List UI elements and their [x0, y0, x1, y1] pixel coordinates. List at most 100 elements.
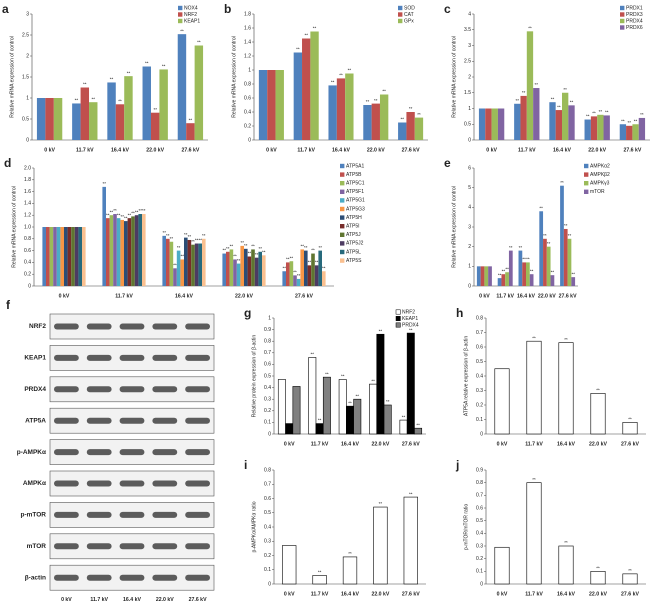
bar — [277, 379, 286, 435]
significance-label: ** — [197, 40, 201, 45]
significance-label: ** — [110, 209, 114, 214]
bar — [497, 278, 502, 286]
bar — [282, 271, 286, 286]
significance-label: ** — [102, 181, 106, 186]
significance-label: ** — [628, 568, 632, 573]
bar — [116, 218, 121, 286]
y-tick-label: 1 — [268, 315, 271, 321]
x-tick-label: 11.7 kV — [496, 293, 514, 299]
legend-label: mTOR — [590, 189, 605, 195]
bar — [80, 87, 90, 140]
y-tick-label: 2 — [468, 74, 471, 80]
bar — [584, 119, 591, 140]
bar — [106, 218, 110, 286]
bar — [229, 249, 234, 286]
significance-label: ** — [366, 99, 370, 104]
blot-band — [119, 323, 145, 330]
bar — [312, 575, 327, 585]
y-tick-label: 3 — [468, 224, 471, 230]
y-tick-label: 1.6 — [24, 189, 31, 195]
significance-label: ** — [571, 271, 575, 276]
bar — [186, 123, 195, 140]
legend-label: ATP5S — [346, 258, 362, 264]
significance-label: ** — [519, 245, 523, 250]
significance-label: ** — [371, 378, 375, 383]
x-tick-label: 16.4 kV — [332, 147, 350, 153]
bar — [302, 38, 311, 140]
x-tick-label: 16.4 kV — [341, 591, 359, 597]
x-tick-label: 22.0 kV — [371, 591, 389, 597]
x-tick-label: 11.7 kV — [311, 591, 329, 597]
significance-label: ** — [379, 328, 383, 333]
bar — [603, 115, 610, 140]
y-tick-label: 1.8 — [24, 177, 31, 183]
y-tick-label: 1.2 — [244, 53, 251, 59]
significance-label: ** — [145, 61, 149, 66]
y-tick-label: 1.2 — [24, 213, 31, 219]
bar — [626, 125, 633, 140]
bar — [258, 70, 268, 140]
bar — [638, 117, 646, 140]
legend-swatch — [340, 232, 345, 237]
bar — [300, 249, 304, 286]
bar — [353, 398, 362, 435]
bar — [550, 275, 555, 286]
blot-band — [54, 323, 79, 330]
y-tick-label: 1 — [26, 95, 29, 101]
blot-band — [185, 417, 210, 424]
legend-label: CAT — [404, 12, 414, 18]
significance-label: ** — [374, 98, 378, 103]
bar — [304, 250, 308, 286]
y-tick-label: 1.4 — [24, 201, 31, 207]
bar — [293, 52, 303, 140]
significance-label: ** — [505, 266, 509, 271]
y-tick-label: 0.5 — [476, 359, 483, 365]
bar — [318, 250, 322, 286]
blot-row-label: PRDX4 — [24, 386, 46, 393]
bar — [127, 218, 132, 286]
significance-label: ** — [586, 114, 590, 119]
legend-swatch — [178, 5, 183, 11]
significance-label: ** — [318, 245, 322, 250]
significance-label: ** — [230, 244, 234, 249]
significance-label: ** — [237, 258, 241, 263]
blot-band — [86, 449, 112, 456]
bar — [113, 214, 117, 286]
y-tick-label: 0.2 — [476, 402, 483, 408]
x-tick-label: 27.6 kV — [295, 293, 313, 299]
bar — [46, 227, 50, 286]
blot-band — [119, 417, 145, 424]
significance-label: ** — [173, 262, 177, 267]
blot-band — [86, 386, 112, 393]
x-tick-label: 11.7 kV — [525, 441, 543, 447]
bar — [120, 219, 124, 286]
legend-label: PRDX1 — [626, 5, 643, 11]
blot-band — [86, 574, 112, 581]
bar — [501, 274, 506, 286]
blot-band — [152, 543, 178, 550]
y-axis-label: ATP5A relative expression of β-actin — [463, 336, 469, 417]
bar — [590, 116, 598, 140]
bar — [369, 383, 378, 435]
panel-label: i — [244, 458, 247, 472]
y-tick-label: 0.8 — [24, 236, 31, 242]
blot-band — [152, 449, 178, 456]
y-tick-label: 0.6 — [264, 496, 271, 502]
x-tick-label: 27.6 kV — [621, 591, 639, 597]
x-tick-label: 27.6 kV — [559, 293, 577, 299]
bar — [247, 256, 252, 286]
y-tick-label: 0.3 — [264, 397, 271, 403]
bar — [194, 243, 199, 286]
bar — [497, 108, 505, 140]
blot-band — [119, 543, 145, 550]
significance-label: ** — [325, 371, 329, 376]
bar — [563, 228, 568, 286]
bar — [64, 227, 68, 286]
y-tick-label: 0.5 — [264, 373, 271, 379]
legend-swatch — [584, 172, 589, 177]
x-tick-label: 22.0 kV — [146, 147, 164, 153]
y-tick-label: 4 — [468, 205, 471, 211]
significance-label: ** — [634, 118, 638, 123]
blot-band — [152, 323, 178, 330]
